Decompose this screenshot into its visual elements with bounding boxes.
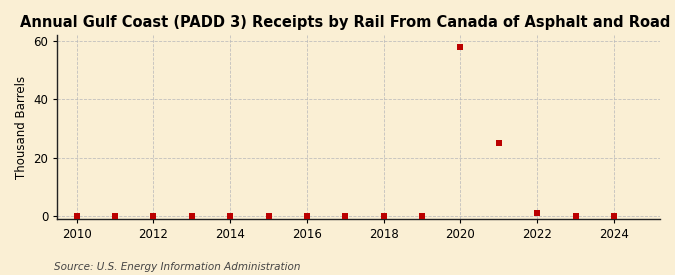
Y-axis label: Thousand Barrels: Thousand Barrels [15, 75, 28, 178]
Point [455, 45, 466, 49]
Point [340, 214, 351, 218]
Point [378, 214, 389, 218]
Point [109, 214, 120, 218]
Title: Annual Gulf Coast (PADD 3) Receipts by Rail From Canada of Asphalt and Road Oil: Annual Gulf Coast (PADD 3) Receipts by R… [20, 15, 675, 30]
Point [416, 214, 427, 218]
Point [532, 211, 543, 215]
Text: Source: U.S. Energy Information Administration: Source: U.S. Energy Information Administ… [54, 262, 300, 272]
Point [72, 214, 82, 218]
Point [570, 214, 581, 218]
Point [148, 214, 159, 218]
Point [302, 214, 313, 218]
Point [186, 214, 197, 218]
Point [225, 214, 236, 218]
Point [493, 141, 504, 145]
Point [609, 214, 620, 218]
Point [263, 214, 274, 218]
